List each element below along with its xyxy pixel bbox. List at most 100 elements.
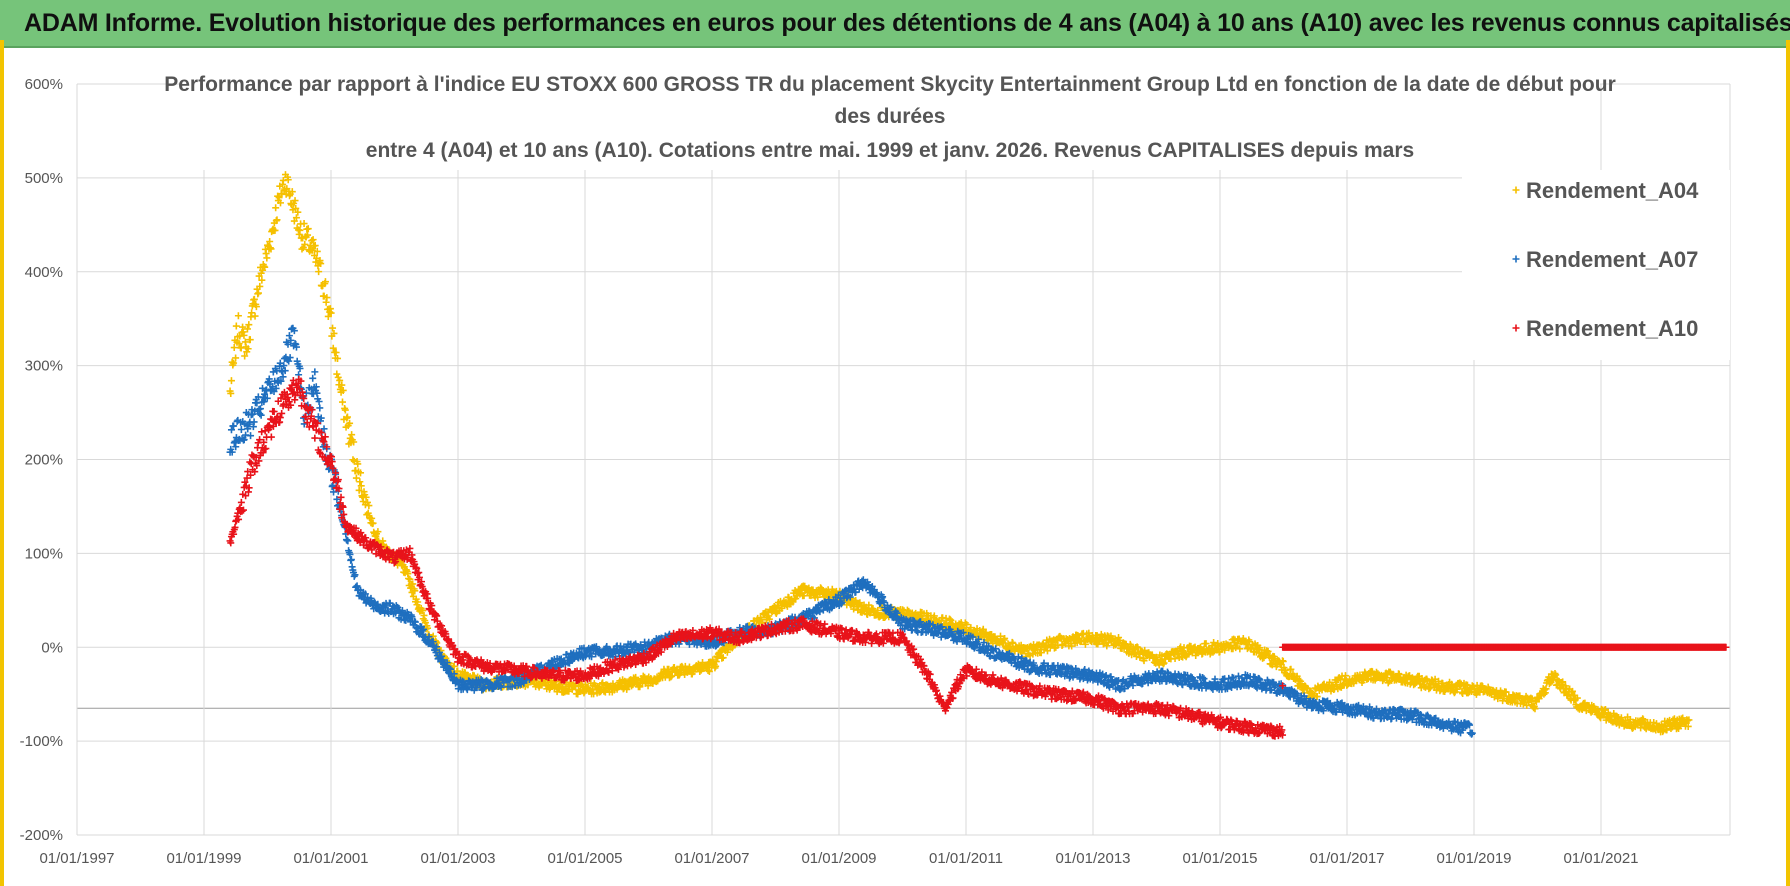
data-point [704, 667, 712, 675]
data-point [1043, 647, 1051, 655]
data-point [292, 214, 300, 222]
data-point [1663, 726, 1671, 734]
data-point [332, 348, 340, 356]
y-tick-label: 600% [25, 76, 63, 93]
data-point [317, 414, 325, 422]
data-point [316, 404, 324, 412]
data-point [424, 624, 432, 632]
x-tick-label: 01/01/2013 [1055, 850, 1130, 867]
data-point [1279, 657, 1287, 665]
data-point [270, 408, 278, 416]
data-point [355, 486, 363, 494]
data-point [240, 436, 248, 444]
data-point [261, 263, 269, 271]
data-point [280, 362, 288, 370]
data-point [250, 418, 258, 426]
data-point [240, 331, 248, 339]
data-point [277, 377, 285, 385]
data-point [356, 478, 364, 486]
data-point [277, 199, 285, 207]
banner: ADAM Informe. Evolution historique des p… [0, 0, 1790, 48]
data-point [447, 665, 455, 673]
data-point [246, 336, 254, 344]
data-point [1542, 685, 1550, 693]
data-point [1573, 694, 1581, 702]
data-point [1140, 657, 1148, 665]
data-point [463, 686, 471, 694]
y-tick-label: 100% [25, 545, 63, 562]
x-tick-label: 01/01/2007 [674, 850, 749, 867]
data-point [258, 276, 266, 284]
data-point [272, 384, 280, 392]
data-point [304, 225, 312, 233]
data-point [237, 498, 245, 506]
data-point [350, 438, 358, 446]
data-point [299, 244, 307, 252]
data-point [1562, 684, 1570, 692]
data-point [294, 208, 302, 216]
data-point [317, 260, 325, 268]
data-point [292, 204, 300, 212]
data-point [279, 373, 287, 381]
data-point [272, 204, 280, 212]
data-point [496, 682, 504, 690]
data-point [244, 425, 252, 433]
data-point [232, 322, 240, 330]
data-point [323, 294, 331, 302]
data-point [267, 433, 275, 441]
data-point [244, 345, 252, 353]
right-border [1786, 40, 1790, 886]
data-point [414, 598, 422, 606]
data-point [1293, 672, 1301, 680]
data-point [227, 377, 235, 385]
data-point [450, 662, 458, 670]
data-point [309, 236, 317, 244]
data-point [285, 357, 293, 365]
data-point [232, 354, 240, 362]
data-point [230, 344, 238, 352]
data-point [705, 667, 713, 675]
data-point [374, 528, 382, 536]
data-point [856, 599, 864, 607]
data-point [258, 428, 266, 436]
data-point [266, 238, 274, 246]
data-point [248, 309, 256, 317]
data-point [433, 643, 441, 651]
data-point [1552, 671, 1560, 679]
data-point [311, 434, 319, 442]
data-point [644, 682, 652, 690]
data-point [1297, 677, 1305, 685]
data-point [287, 336, 295, 344]
data-point [296, 364, 304, 372]
data-point [362, 493, 370, 501]
data-point [230, 422, 238, 430]
data-point [588, 653, 596, 661]
y-tick-label: -100% [20, 733, 63, 750]
data-point [308, 246, 316, 254]
data-point [230, 359, 238, 367]
x-axis-ticks: 01/01/1997 01/01/1999 01/01/2001 01/01/2003… [39, 850, 1638, 867]
data-point [290, 327, 298, 335]
data-point [286, 354, 294, 362]
data-point [312, 383, 320, 391]
data-point [821, 620, 829, 628]
data-point [330, 329, 338, 337]
data-point [1236, 645, 1244, 653]
y-tick-label: 200% [25, 452, 63, 469]
data-point [947, 616, 955, 624]
y-tick-label: 500% [25, 170, 63, 187]
data-point [243, 325, 251, 333]
data-point [300, 220, 308, 228]
data-point [296, 226, 304, 234]
data-point [320, 425, 328, 433]
data-point [419, 607, 427, 615]
data-point [308, 237, 316, 245]
data-point [1001, 634, 1009, 642]
data-point [311, 242, 319, 250]
data-point [590, 690, 598, 698]
data-point [232, 443, 240, 451]
data-point [409, 580, 417, 588]
data-point [1559, 678, 1567, 686]
data-point [1531, 705, 1539, 713]
